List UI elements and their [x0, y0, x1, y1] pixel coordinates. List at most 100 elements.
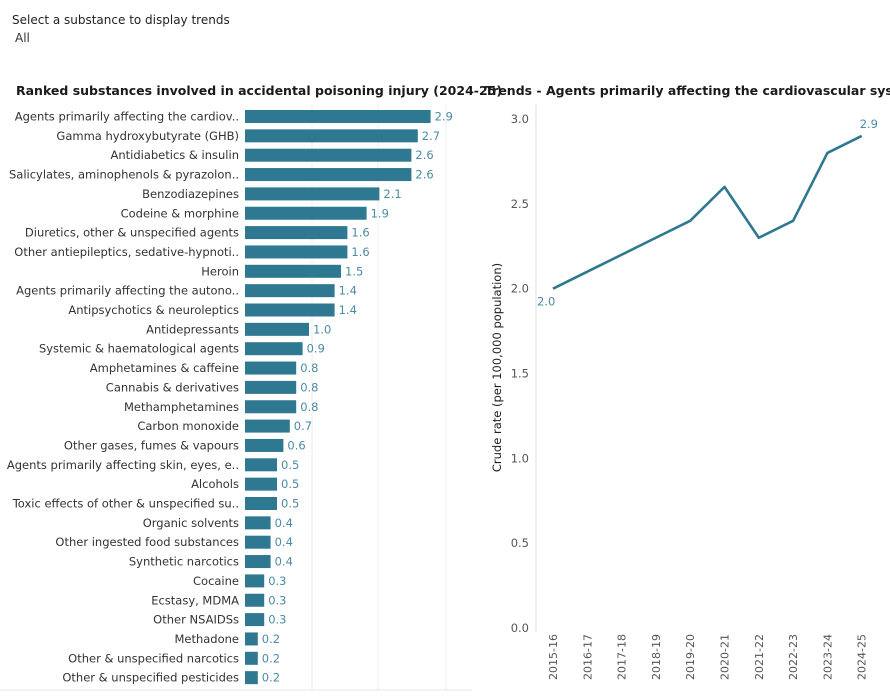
- bar[interactable]: [245, 129, 418, 143]
- bar[interactable]: [245, 380, 297, 394]
- bar[interactable]: [245, 535, 271, 549]
- bar[interactable]: [245, 245, 348, 259]
- bar[interactable]: [245, 516, 271, 530]
- bar-category-label: Other gases, fumes & vapours: [64, 438, 239, 452]
- bar-value-label: 1.4: [339, 284, 357, 298]
- bar-value-label: 0.4: [275, 516, 293, 530]
- bar-value-label: 2.6: [415, 148, 433, 162]
- bar-category-label: Codeine & morphine: [121, 206, 239, 220]
- trend-line[interactable]: [552, 134, 863, 290]
- ranked-substances-bar-chart: Agents primarily affecting the cardiov..…: [0, 104, 472, 691]
- bar-category-label: Other ingested food substances: [55, 535, 239, 549]
- bar-category-label: Diuretics, other & unspecified agents: [25, 226, 239, 240]
- x-tick-label: 2022-23: [787, 634, 800, 680]
- bar-category-label: Agents primarily affecting skin, eyes, e…: [7, 458, 239, 472]
- x-tick-label: 2017-18: [616, 634, 629, 680]
- x-tick-label: 2024-25: [856, 634, 869, 680]
- bar-value-label: 0.2: [262, 671, 280, 685]
- y-tick-label: 1.0: [511, 451, 529, 465]
- bar-category-label: Cannabis & derivatives: [106, 380, 239, 394]
- bar[interactable]: [245, 574, 265, 588]
- point-value-label: 2.0: [537, 295, 555, 309]
- bar[interactable]: [245, 651, 258, 665]
- bar-category-label: Methadone: [174, 632, 239, 646]
- bar[interactable]: [245, 497, 277, 510]
- x-tick-label: 2020-21: [719, 634, 732, 680]
- bar-value-label: 0.3: [268, 593, 286, 607]
- bar-category-label: Agents primarily affecting the cardiov..: [15, 110, 239, 124]
- y-tick-label: 2.0: [511, 282, 529, 296]
- bar[interactable]: [245, 671, 258, 685]
- substance-filter-value[interactable]: All: [15, 31, 30, 45]
- bar[interactable]: [245, 400, 297, 414]
- bar-category-label: Agents primarily affecting the autono..: [16, 284, 239, 298]
- bar-category-label: Amphetamines & caffeine: [90, 361, 239, 375]
- bar[interactable]: [245, 593, 265, 607]
- x-tick-label: 2018-19: [650, 634, 663, 680]
- bar-value-label: 2.7: [422, 129, 440, 143]
- bar[interactable]: [245, 110, 431, 123]
- bar-value-label: 0.3: [268, 574, 286, 588]
- bar[interactable]: [245, 264, 341, 278]
- bar[interactable]: [245, 322, 309, 336]
- bar[interactable]: [245, 632, 258, 646]
- bar[interactable]: [245, 206, 367, 220]
- x-tick-label: 2023-24: [821, 634, 834, 680]
- bar-category-label: Salicylates, aminophenols & pyrazolon..: [9, 168, 239, 182]
- substance-filter-label: Select a substance to display trends: [12, 13, 230, 27]
- bar-category-label: Alcohols: [191, 477, 239, 491]
- bar-value-label: 1.6: [351, 245, 369, 259]
- bar-category-label: Toxic effects of other & unspecified su.…: [12, 497, 239, 511]
- bar-category-label: Antipsychotics & neuroleptics: [68, 303, 239, 317]
- bar[interactable]: [245, 613, 265, 627]
- bar-value-label: 0.4: [275, 555, 293, 569]
- bar-category-label: Heroin: [201, 264, 239, 278]
- bar-category-label: Other NSAIDSs: [153, 613, 239, 627]
- bar-value-label: 0.2: [262, 632, 280, 646]
- bar-value-label: 0.9: [307, 342, 325, 356]
- bar[interactable]: [245, 361, 297, 375]
- x-tick-label: 2015-16: [547, 634, 560, 680]
- bar[interactable]: [245, 342, 303, 356]
- bar[interactable]: [245, 168, 412, 182]
- bar-value-label: 0.8: [300, 380, 318, 394]
- x-tick-label: 2021-22: [753, 634, 766, 680]
- bar-value-label: 0.5: [281, 477, 299, 491]
- bar[interactable]: [245, 187, 380, 201]
- bar-category-label: Other & unspecified narcotics: [68, 651, 239, 665]
- bar[interactable]: [245, 458, 277, 472]
- bar-value-label: 2.9: [435, 110, 453, 124]
- bar-value-label: 1.9: [371, 206, 389, 220]
- bar-category-label: Carbon monoxide: [137, 419, 239, 433]
- bar-category-label: Antidepressants: [146, 322, 239, 336]
- bar-value-label: 1.6: [351, 226, 369, 240]
- bar-value-label: 1.4: [339, 303, 357, 317]
- bar-category-label: Other antiepileptics, sedative-hypnoti..: [14, 245, 239, 259]
- line-chart-title: Trends - Agents primarily affecting the …: [485, 83, 890, 98]
- bar[interactable]: [245, 284, 335, 298]
- x-tick-label: 2019-20: [684, 634, 697, 680]
- bar-category-label: Cocaine: [193, 574, 239, 588]
- bar-value-label: 0.5: [281, 497, 299, 511]
- bar[interactable]: [245, 148, 412, 162]
- bar-value-label: 1.0: [313, 322, 331, 336]
- bar-value-label: 1.5: [345, 264, 363, 278]
- bar-value-label: 0.7: [294, 419, 312, 433]
- bar-category-label: Methamphetamines: [124, 400, 239, 414]
- bar-value-label: 0.2: [262, 651, 280, 665]
- bar-category-label: Organic solvents: [143, 516, 239, 530]
- bar-value-label: 2.1: [383, 187, 401, 201]
- bar[interactable]: [245, 555, 271, 569]
- bar-category-label: Benzodiazepines: [142, 187, 239, 201]
- bar-chart-title: Ranked substances involved in accidental…: [16, 83, 503, 98]
- y-tick-label: 2.5: [511, 197, 529, 211]
- bar[interactable]: [245, 419, 290, 433]
- bar[interactable]: [245, 303, 335, 317]
- point-value-label: 2.9: [860, 117, 878, 131]
- bar-value-label: 0.8: [300, 400, 318, 414]
- bar-value-label: 0.6: [287, 438, 305, 452]
- bar-category-label: Antidiabetics & insulin: [110, 148, 239, 162]
- bar[interactable]: [245, 438, 284, 452]
- bar[interactable]: [245, 226, 348, 240]
- bar[interactable]: [245, 477, 277, 491]
